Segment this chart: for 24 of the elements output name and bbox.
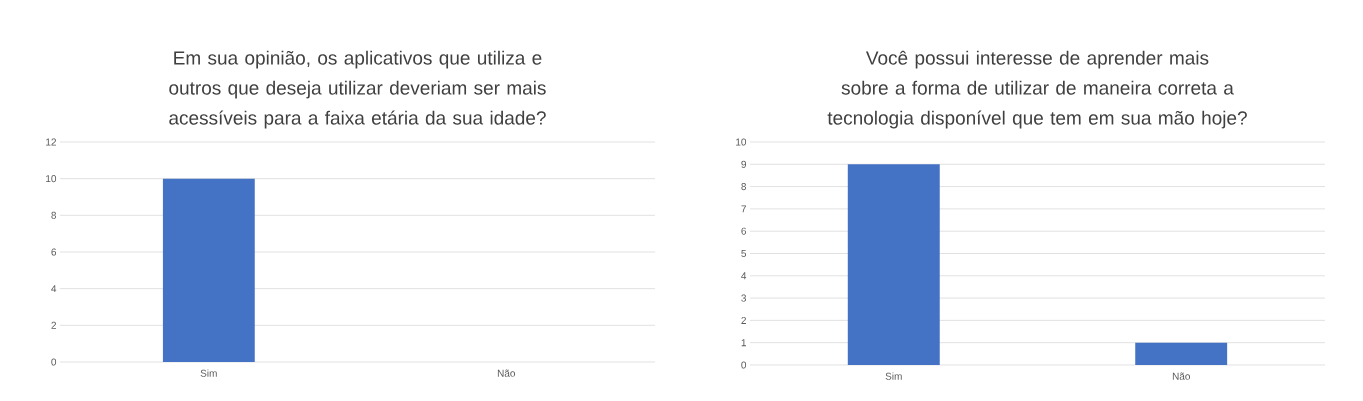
x-tick-label: Sim xyxy=(200,369,217,377)
y-tick-label: 10 xyxy=(736,138,747,146)
y-tick-label: 10 xyxy=(46,175,57,183)
y-tick-label: 2 xyxy=(741,316,746,324)
y-tick-label: 3 xyxy=(741,294,747,302)
x-tick-label: Sim xyxy=(885,372,902,380)
y-tick-label: 6 xyxy=(51,248,57,256)
y-tick-label: 4 xyxy=(741,272,747,280)
y-tick-label: 9 xyxy=(741,160,747,168)
x-tick-label: Não xyxy=(497,369,516,377)
y-tick-label: 2 xyxy=(51,321,56,329)
y-tick-label: 5 xyxy=(741,249,747,257)
chart-title: Em sua opinião, os aplicativos que utiliza e outros que deseja utilizar deveriam ser mais acessíveis para a faixa etária da sua idade? xyxy=(169,50,546,129)
y-tick-label: 7 xyxy=(741,205,746,213)
y-tick-label: 8 xyxy=(741,183,747,191)
y-tick-label: 12 xyxy=(46,138,56,146)
chart-title: Você possui interesse de aprender mais sobre a forma de utilizar de maneira correta a tecnologia disponível que tem em sua mão hoje? xyxy=(827,50,1247,129)
x-tick-label: Não xyxy=(1172,372,1190,380)
y-tick-label: 4 xyxy=(51,285,57,293)
y-tick-label: 0 xyxy=(51,358,57,366)
y-tick-label: 0 xyxy=(741,361,747,369)
y-tick-label: 6 xyxy=(741,227,747,235)
y-tick-label: 1 xyxy=(741,339,746,347)
y-tick-label: 8 xyxy=(51,211,57,219)
